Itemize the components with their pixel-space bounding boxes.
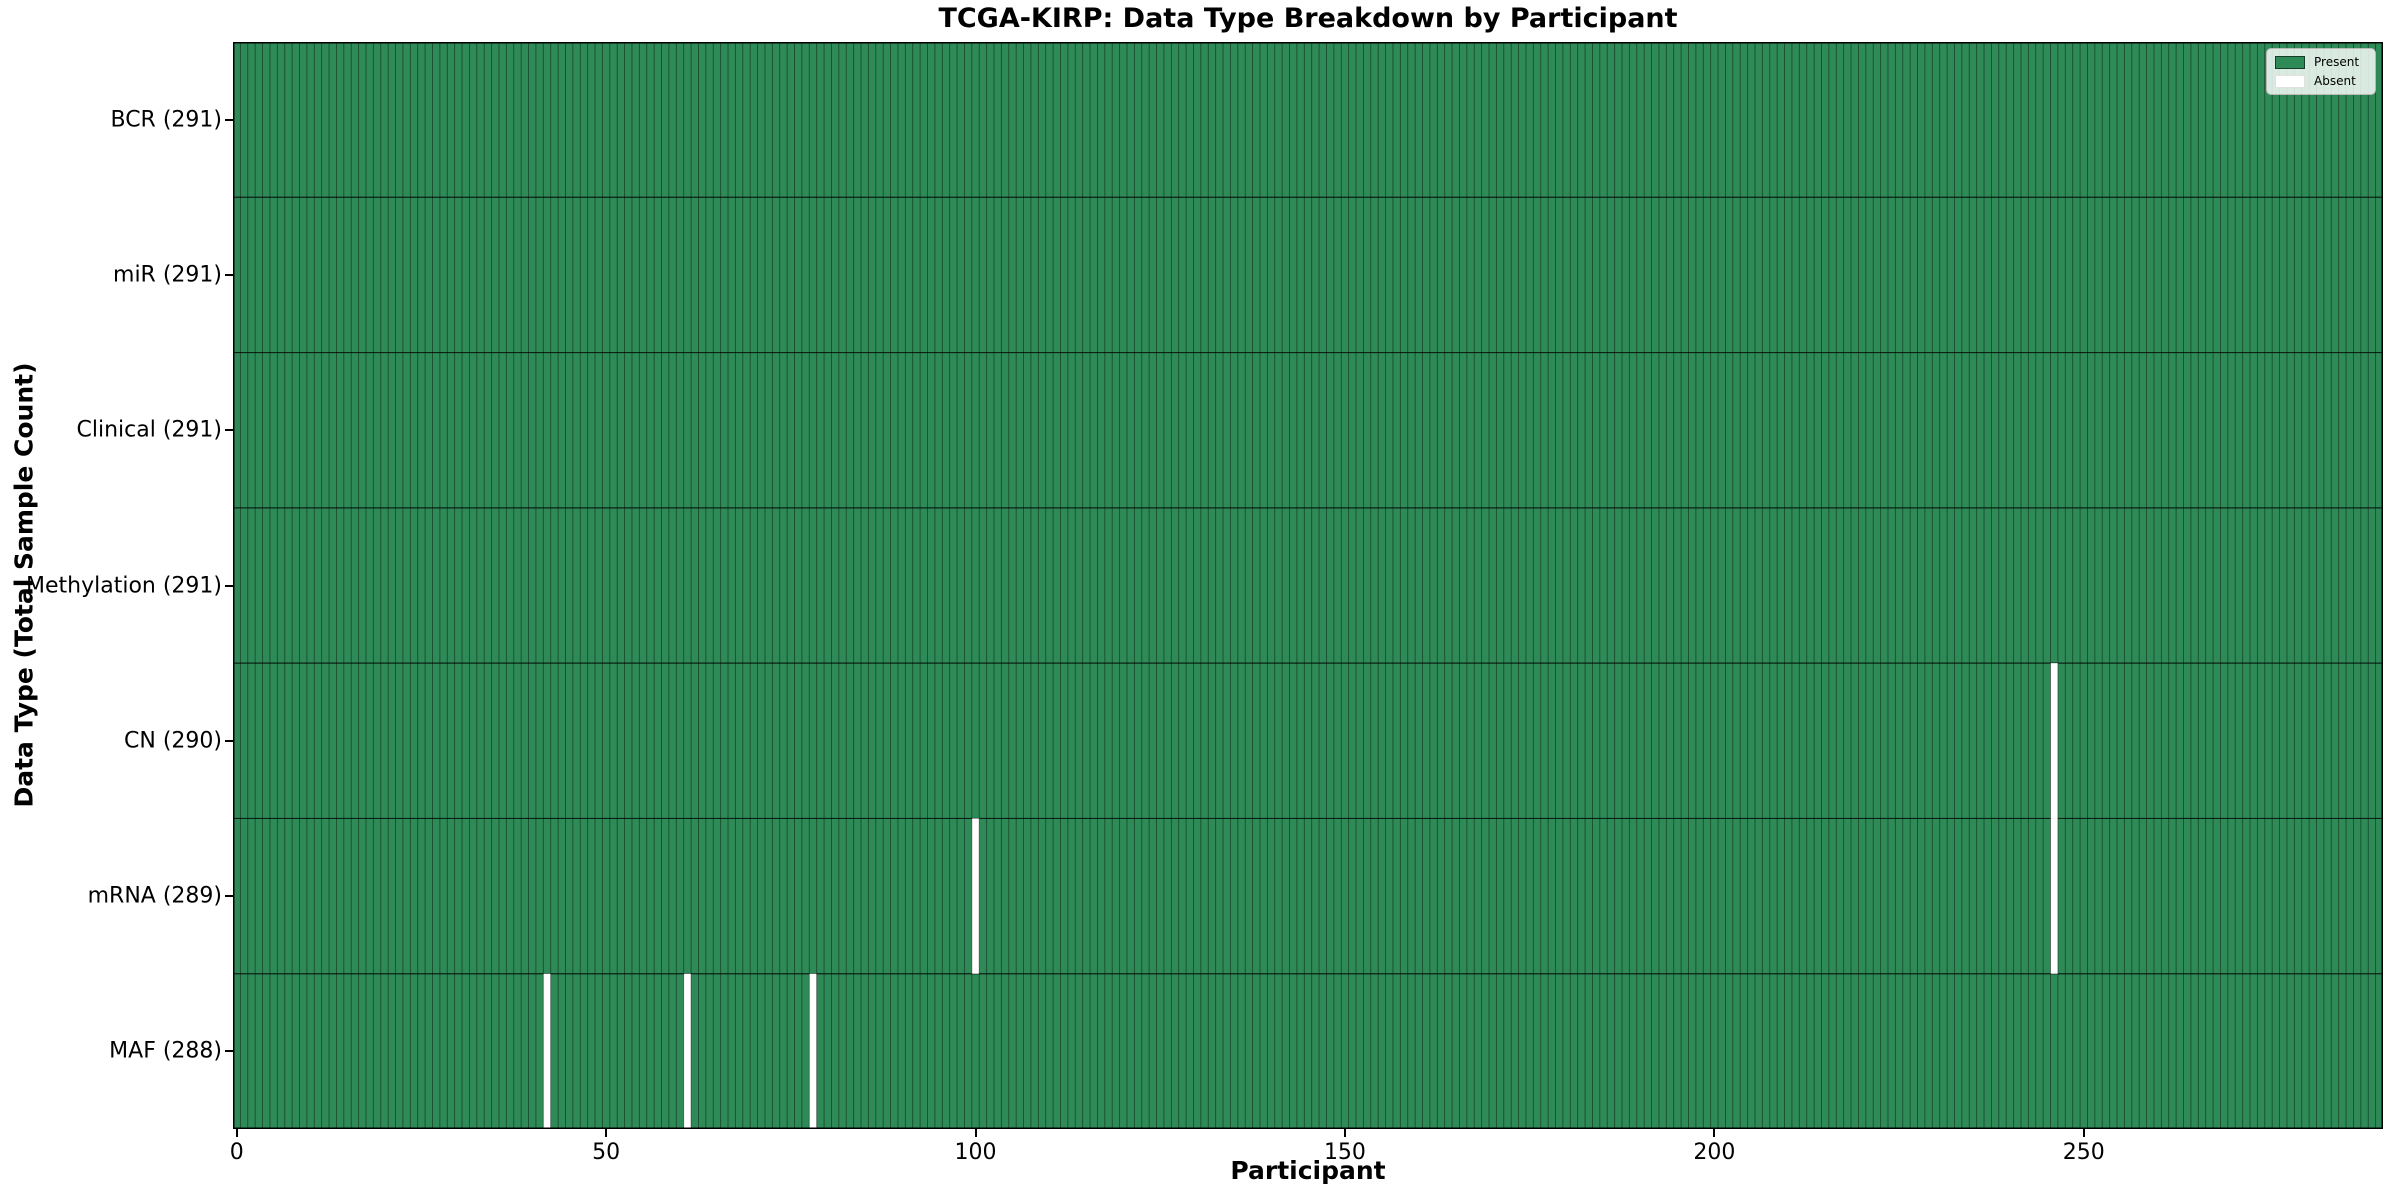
absent-cell-mRNA-246 xyxy=(2050,818,2058,974)
y-tick-mark xyxy=(225,118,233,121)
absent-cell-CN-246 xyxy=(2050,663,2058,819)
y-tick-mark xyxy=(225,584,233,587)
absent-cell-mRNA-100 xyxy=(971,818,980,974)
y-tick-label-BCR: BCR (291) xyxy=(110,107,222,133)
x-tick-label-50: 50 xyxy=(592,1140,621,1165)
y-tick-label-CN: CN (290) xyxy=(124,728,222,754)
present-swatch-icon xyxy=(2275,55,2305,69)
absent-cell-MAF-61 xyxy=(683,973,692,1129)
x-tick-mark xyxy=(2082,1129,2085,1137)
x-axis-label: Participant xyxy=(1230,1156,1386,1185)
presence-grid xyxy=(233,42,2383,1129)
x-tick-label-100: 100 xyxy=(954,1140,997,1165)
y-tick-mark xyxy=(225,429,233,432)
y-tick-label-MAF: MAF (288) xyxy=(109,1038,222,1064)
y-tick-label-Clinical: Clinical (291) xyxy=(76,417,222,443)
x-tick-mark xyxy=(235,1129,238,1137)
legend-label-absent: Absent xyxy=(2314,74,2356,88)
absent-cell-MAF-78 xyxy=(809,973,817,1129)
legend-item-absent: Absent xyxy=(2275,74,2371,88)
legend: Present Absent xyxy=(2266,48,2376,95)
absent-swatch-icon xyxy=(2275,74,2305,88)
x-tick-mark xyxy=(974,1129,977,1137)
x-tick-label-150: 150 xyxy=(1323,1140,1366,1165)
x-tick-label-250: 250 xyxy=(2062,1140,2105,1165)
x-tick-mark xyxy=(605,1129,608,1137)
y-tick-label-Methylation: Methylation (291) xyxy=(26,573,222,598)
chart-title: TCGA-KIRP: Data Type Breakdown by Partic… xyxy=(938,3,1678,34)
y-tick-label-mRNA: mRNA (289) xyxy=(87,883,222,909)
x-tick-label-200: 200 xyxy=(1693,1140,1736,1165)
plot-area: Present Absent xyxy=(233,42,2383,1129)
x-tick-mark xyxy=(1713,1129,1716,1137)
legend-label-present: Present xyxy=(2314,55,2360,69)
y-tick-label-miR: miR (291) xyxy=(113,262,222,288)
y-tick-mark xyxy=(225,739,233,742)
y-tick-mark xyxy=(225,1050,233,1053)
y-tick-mark xyxy=(225,895,233,898)
legend-item-present: Present xyxy=(2275,55,2371,69)
y-tick-mark xyxy=(225,273,233,276)
absent-cell-MAF-42 xyxy=(543,973,551,1129)
x-tick-label-0: 0 xyxy=(229,1140,244,1165)
x-tick-mark xyxy=(1343,1129,1346,1137)
